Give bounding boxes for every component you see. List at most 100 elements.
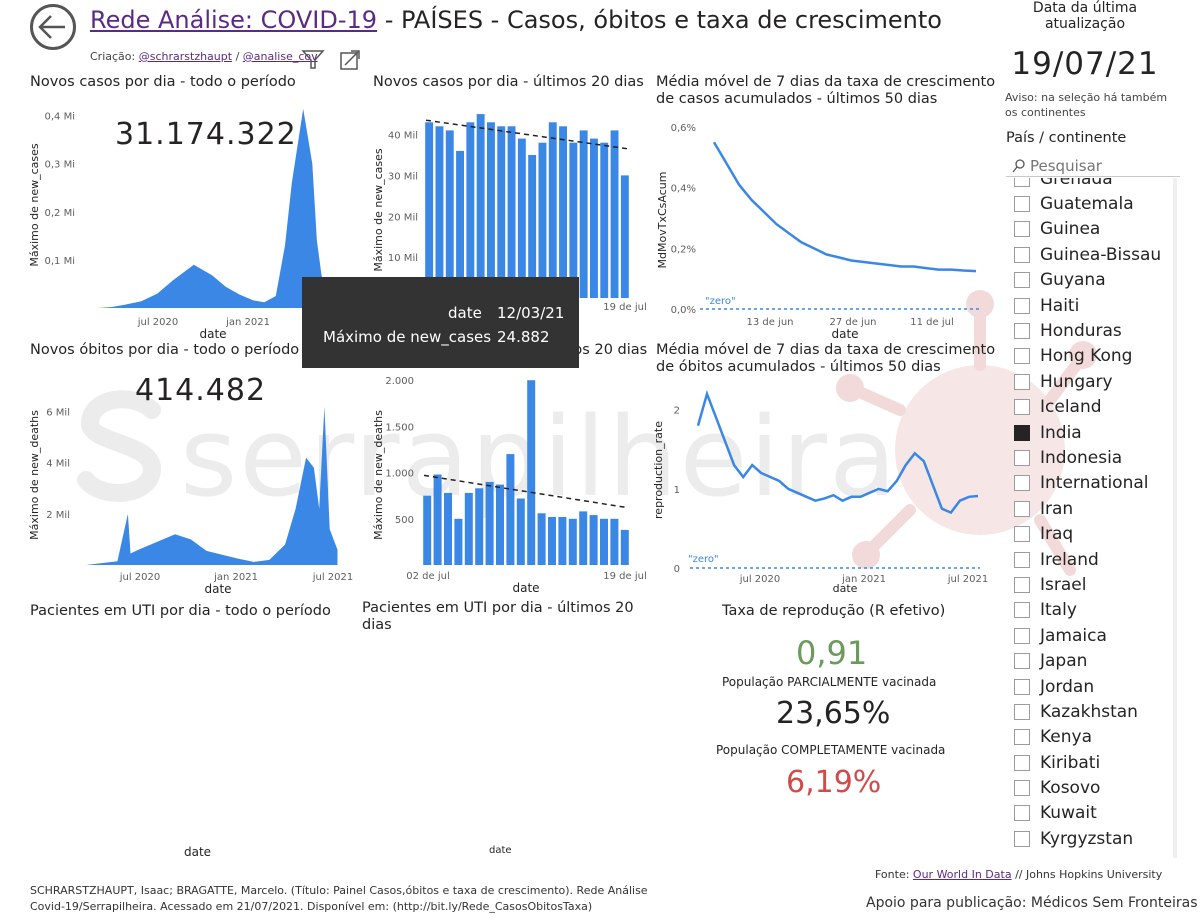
checkbox[interactable] <box>1014 729 1030 746</box>
bar <box>590 138 598 298</box>
focus-mode-icon[interactable] <box>340 50 360 70</box>
bar <box>506 454 515 565</box>
checkbox[interactable] <box>1014 500 1030 517</box>
deaths-all-chart[interactable]: Máximo de new_deaths 2 Mil 4 Mil 6 Mil jul 2… <box>28 380 353 596</box>
slicer-item[interactable]: Grenada <box>1006 178 1161 191</box>
bar <box>589 515 598 565</box>
growth-cases-chart[interactable]: "zero" MdMovTxCsAcum 0,0% 0,2% 0,4% 0,6% 13 de… <box>650 105 990 345</box>
checkbox[interactable] <box>1014 221 1030 238</box>
deaths-area-series <box>86 406 338 565</box>
source-link[interactable]: Our World In Data <box>912 868 1012 881</box>
checkbox[interactable] <box>1014 551 1030 568</box>
y-tick-label: 2 Mil <box>46 510 70 521</box>
checkbox[interactable] <box>1014 627 1030 644</box>
checkbox[interactable] <box>1014 399 1030 416</box>
checkbox[interactable] <box>1014 576 1030 593</box>
back-button[interactable] <box>30 4 76 50</box>
y-tick-label: 0,2 Mi <box>45 208 76 219</box>
slicer-item[interactable]: Hong Kong <box>1006 344 1161 369</box>
search-input[interactable] <box>1030 157 1180 175</box>
slicer-item[interactable]: Guatemala <box>1006 191 1161 216</box>
checkbox[interactable] <box>1014 475 1030 492</box>
slicer-item[interactable]: Japan <box>1006 648 1161 673</box>
credits: Criação: @schrarstzhaupt / @analise_cov <box>90 50 318 63</box>
checkbox[interactable] <box>1014 348 1030 365</box>
checkbox[interactable] <box>1014 754 1030 771</box>
org-link[interactable]: @analise_cov <box>242 50 318 63</box>
slicer-item-label: Guinea-Bissau <box>1040 244 1162 265</box>
slicer-item[interactable]: Kazakhstan <box>1006 699 1161 724</box>
bar <box>600 518 608 565</box>
bar <box>485 481 494 565</box>
slicer-item[interactable]: Kiribati <box>1006 750 1161 775</box>
x-tick-label: jul 2020 <box>119 572 161 583</box>
bar <box>454 518 463 565</box>
checkbox[interactable] <box>1014 196 1030 213</box>
slicer-item[interactable]: Indonesia <box>1006 445 1161 470</box>
slicer-item[interactable]: International <box>1006 471 1161 496</box>
title-link[interactable]: Rede Análise: COVID-19 <box>90 6 378 34</box>
slicer-item-label: Kuwait <box>1040 803 1097 824</box>
checkbox[interactable] <box>1014 703 1030 720</box>
tooltip-key-1: date <box>448 304 482 322</box>
slicer-item-label: Italy <box>1040 600 1077 621</box>
filter-icon[interactable] <box>301 50 325 70</box>
checkbox[interactable] <box>1014 373 1030 390</box>
slicer-item[interactable]: Guinea-Bissau <box>1006 242 1161 267</box>
slicer-item[interactable]: Guyana <box>1006 268 1161 293</box>
slicer-item[interactable]: Hungary <box>1006 369 1161 394</box>
partial-vax-value: 23,65% <box>776 696 891 731</box>
checkbox[interactable] <box>1014 272 1030 289</box>
slicer-item[interactable]: Honduras <box>1006 318 1161 343</box>
checkbox[interactable] <box>1014 178 1030 187</box>
slicer-item[interactable]: Iceland <box>1006 395 1161 420</box>
bar <box>548 122 557 298</box>
slicer-item[interactable]: Italy <box>1006 598 1161 623</box>
checkbox[interactable] <box>1014 297 1030 314</box>
slicer-item[interactable]: Haiti <box>1006 293 1161 318</box>
slicer-item[interactable]: Guinea <box>1006 217 1161 242</box>
chart-tooltip: date 12/03/21 Máximo de new_cases 24.882 <box>302 277 579 368</box>
tooltip-key-2: Máximo de new_cases <box>323 328 492 346</box>
slicer-item[interactable]: Jamaica <box>1006 623 1161 648</box>
y-tick-label: 10 Mil <box>388 253 418 264</box>
slicer-item[interactable]: Iraq <box>1006 521 1161 546</box>
bar <box>600 142 609 298</box>
slicer-item-label: Guyana <box>1040 270 1106 291</box>
slicer-item[interactable]: Kyrgyzstan <box>1006 826 1161 851</box>
slicer-item[interactable]: India <box>1006 420 1161 445</box>
x-tick-label: 19 de jul <box>603 302 646 313</box>
checkbox[interactable] <box>1014 323 1030 340</box>
checkbox[interactable] <box>1014 246 1030 263</box>
tooltip-value-2: 24.882 <box>497 328 550 346</box>
y-tick-label: 0 <box>674 564 680 575</box>
checkbox[interactable] <box>1014 678 1030 695</box>
slicer-scrollbar[interactable] <box>1172 178 1178 858</box>
slicer-item[interactable]: Kenya <box>1006 725 1161 750</box>
cases-20-chart[interactable]: Máximo de new_cases 10 Mil 20 Mil 30 Mil 40 … <box>360 100 647 330</box>
x-tick-label: 13 de jun <box>746 317 793 328</box>
checkbox[interactable] <box>1014 653 1030 670</box>
slicer-item[interactable]: Kuwait <box>1006 801 1161 826</box>
checkbox[interactable] <box>1014 526 1030 543</box>
slicer-item[interactable]: Laos <box>1006 852 1161 856</box>
citation: SCHRARSTZHAUPT, Isaac; BRAGATTE, Marcelo… <box>30 884 648 913</box>
checkbox[interactable] <box>1014 780 1030 797</box>
growth-deaths-chart[interactable]: "zero" reproduction_rate 0 1 2 jul 2020 jan 20… <box>650 380 990 595</box>
support-line: Apoio para publicação: Médicos Sem Front… <box>866 895 1198 911</box>
bar <box>620 529 629 565</box>
slicer-item[interactable]: Ireland <box>1006 547 1161 572</box>
slicer-item[interactable]: Kosovo <box>1006 775 1161 800</box>
slicer-item[interactable]: Iran <box>1006 496 1161 521</box>
checkbox[interactable] <box>1014 449 1030 466</box>
author-link[interactable]: @schrarstzhaupt <box>138 50 233 63</box>
slicer-item[interactable]: Jordan <box>1006 674 1161 699</box>
slicer-item[interactable]: Israel <box>1006 572 1161 597</box>
checkbox[interactable] <box>1014 830 1030 847</box>
checkbox[interactable] <box>1014 805 1030 822</box>
y-tick-label: 2 <box>674 406 680 417</box>
bar <box>517 138 526 298</box>
deaths-20-chart[interactable]: Máximo de new_deaths 500 1.000 1.500 2.000 02… <box>360 365 647 595</box>
checkbox[interactable] <box>1014 424 1030 441</box>
checkbox[interactable] <box>1014 602 1030 619</box>
